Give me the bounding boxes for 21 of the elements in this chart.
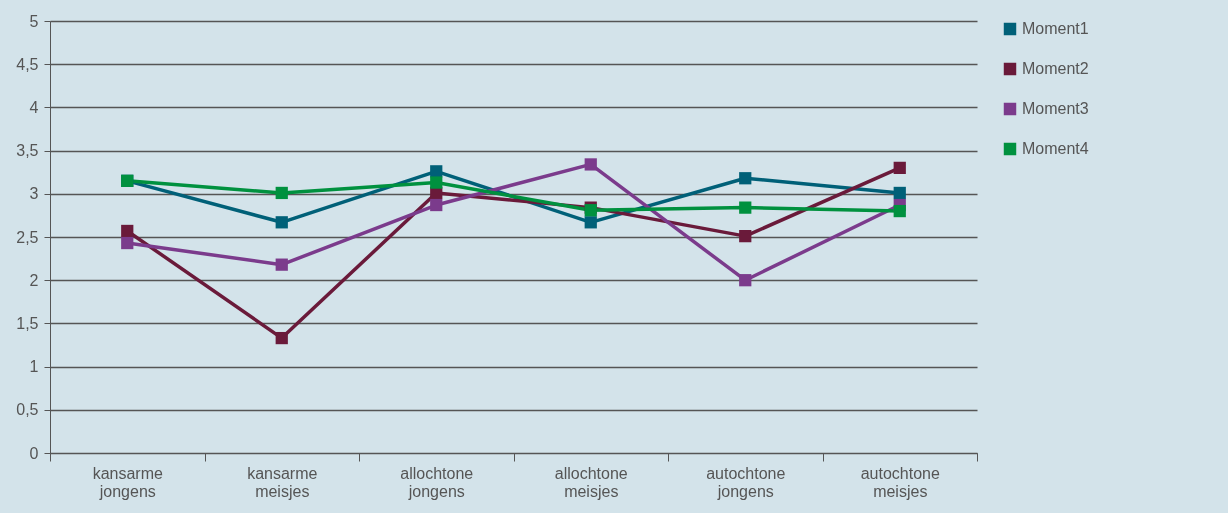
y-tick-label: 0	[29, 444, 39, 462]
x-tick-label: kansarme jongens	[92, 464, 163, 500]
x-tick-label: autochtone jongens	[706, 464, 786, 500]
x-tick-label: allochtone jongens	[400, 464, 474, 500]
x-tick-label: allochtone meisjes	[554, 464, 628, 500]
y-tick-label: 3	[29, 185, 39, 203]
y-tick-label: 4,5	[16, 55, 39, 73]
y-tick-label: 1,5	[16, 314, 39, 332]
legend-label: Moment2	[1022, 60, 1089, 77]
x-tick-label: autochtone meisjes	[860, 464, 940, 500]
legend-label: Moment4	[1022, 140, 1089, 157]
legend-label: Moment3	[1022, 100, 1089, 117]
y-tick-label: 0,5	[16, 401, 39, 419]
x-tick-label: kansarme meisjes	[247, 464, 318, 500]
y-tick-label: 1	[29, 358, 39, 376]
y-tick-label: 2	[29, 271, 39, 289]
y-tick-label: 2,5	[16, 228, 39, 246]
y-tick-label: 4	[29, 98, 39, 116]
y-tick-label: 3,5	[16, 142, 39, 160]
y-tick-label: 5	[29, 12, 39, 30]
legend-label: Moment1	[1022, 20, 1089, 37]
